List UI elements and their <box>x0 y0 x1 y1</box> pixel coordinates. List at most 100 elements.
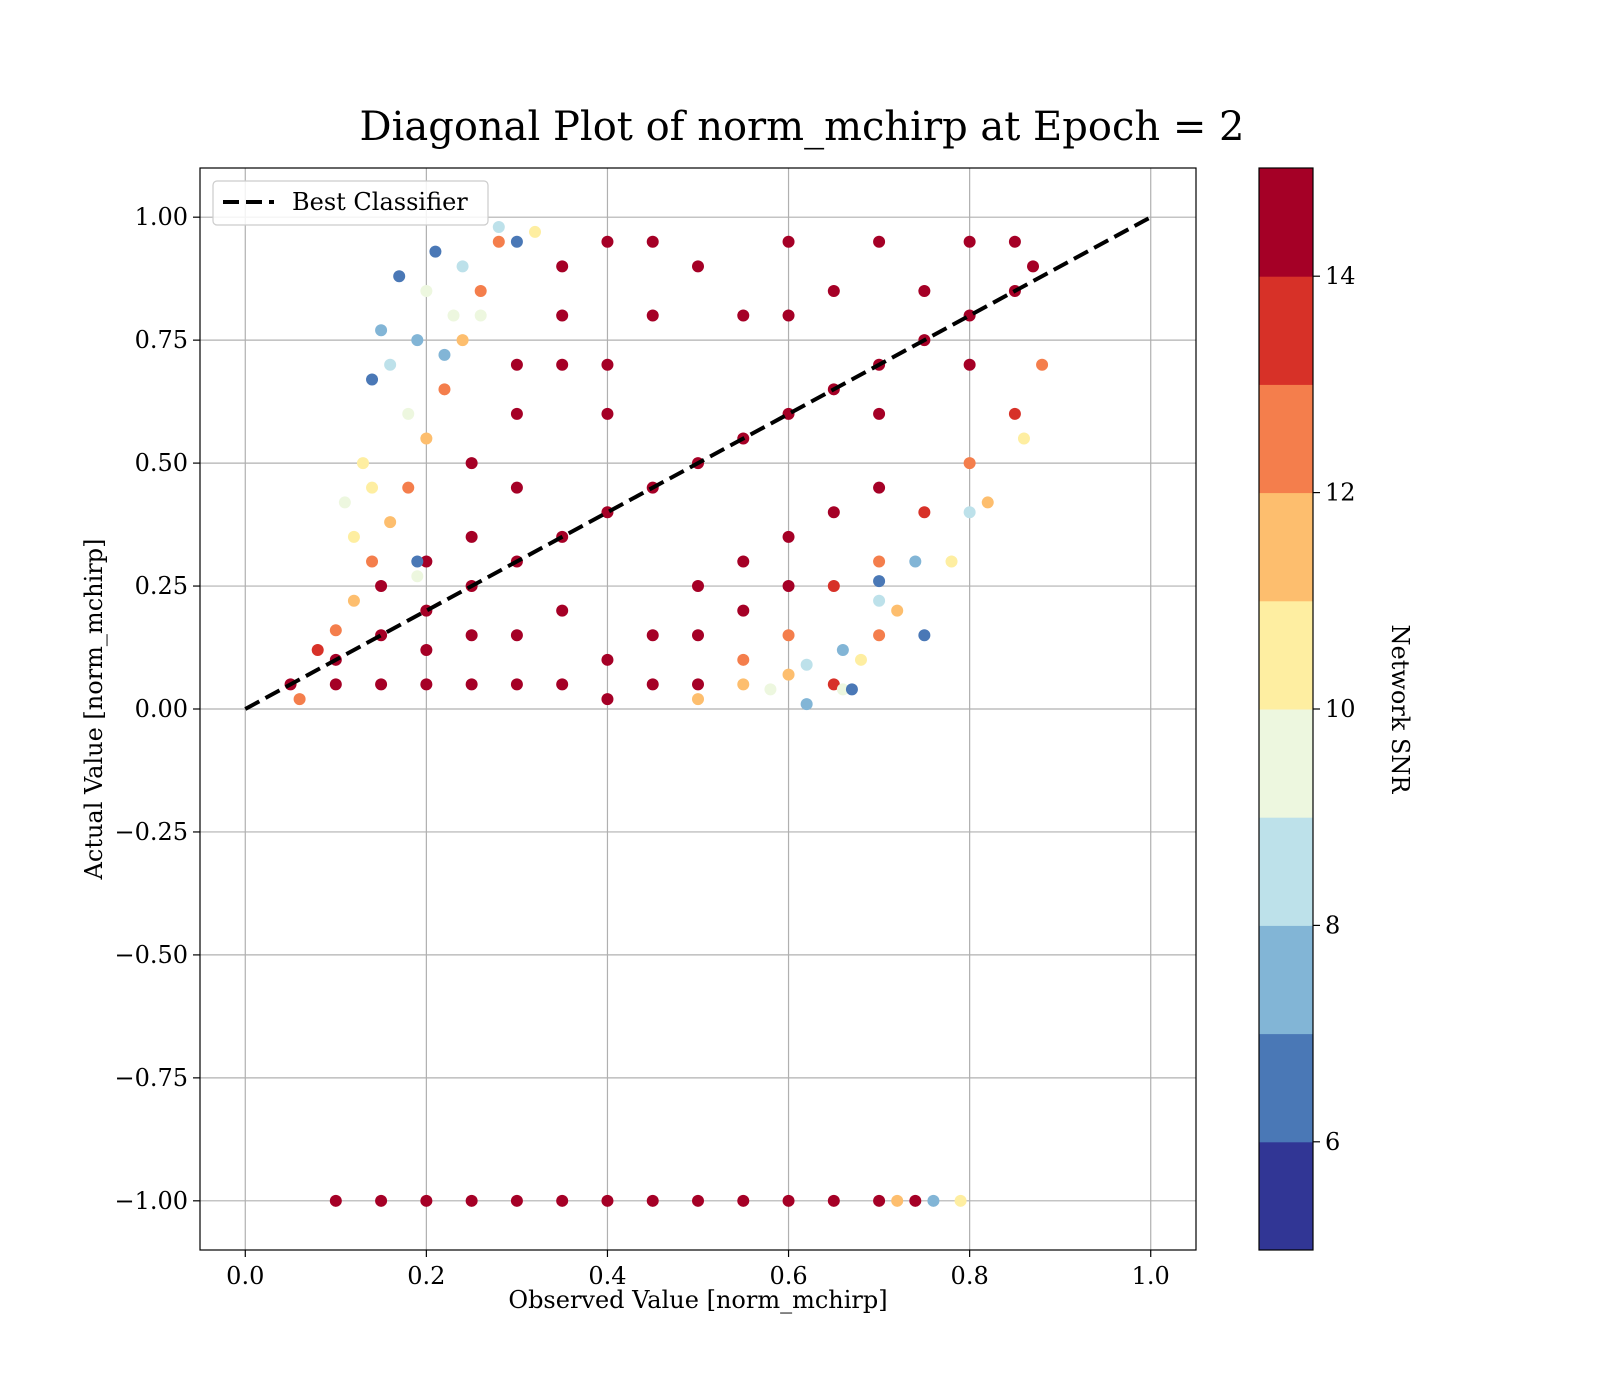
scatter-point <box>963 235 976 248</box>
scatter-point <box>384 516 397 529</box>
scatter-point <box>692 629 704 642</box>
scatter-point <box>873 407 886 420</box>
scatter-point <box>420 678 433 691</box>
scatter-point <box>945 555 958 568</box>
scatter-point <box>366 373 379 386</box>
scatter-point <box>347 530 360 543</box>
y-axis-label: Actual Value [norm_mchirp] <box>80 539 108 881</box>
y-tick-label: 0.75 <box>135 326 188 354</box>
scatter-point <box>510 678 523 691</box>
scatter-point <box>873 481 886 494</box>
scatter-point <box>402 481 415 494</box>
colorbar-segment <box>1259 276 1313 385</box>
scatter-point <box>909 555 922 568</box>
scatter-point <box>737 678 750 691</box>
scatter-point <box>692 693 704 706</box>
scatter-point <box>692 580 704 593</box>
scatter-point <box>456 334 469 347</box>
scatter-point <box>737 309 750 322</box>
scatter-point <box>411 555 424 568</box>
scatter-point <box>492 235 505 248</box>
y-axis: 1.00 0.75 0.50 0.25 0.00 −0.25 −0.50 −0.75 −1.00 <box>114 203 200 1215</box>
colorbar-label: Network SNR <box>1386 625 1414 795</box>
scatter-point <box>329 1194 342 1207</box>
scatter-point <box>393 270 406 283</box>
legend: Best Classifier <box>212 180 489 226</box>
legend-label: Best Classifier <box>292 188 468 216</box>
scatter-point <box>411 334 424 347</box>
scatter-point <box>646 309 659 322</box>
scatter-point <box>465 678 478 691</box>
scatter-point <box>356 457 369 470</box>
scatter-point <box>845 683 858 696</box>
x-tick-label: 0.4 <box>588 1262 626 1290</box>
scatter-point <box>1036 358 1049 371</box>
scatter-point <box>510 629 523 642</box>
scatter-point <box>438 383 451 396</box>
colorbar-segment <box>1259 817 1313 926</box>
scatter-point <box>601 653 614 666</box>
scatter-point <box>954 1194 967 1207</box>
scatter-point <box>556 1194 569 1207</box>
scatter-point <box>420 432 433 445</box>
colorbar-segment <box>1259 1033 1313 1143</box>
scatter-point <box>836 643 849 656</box>
scatter-point <box>375 324 388 337</box>
x-tick-label: 0.2 <box>407 1262 445 1290</box>
scatter-point <box>782 1194 795 1207</box>
scatter-point <box>836 683 849 696</box>
scatter-point <box>782 629 795 642</box>
scatter-point <box>375 1194 388 1207</box>
scatter-point <box>646 629 659 642</box>
scatter-point <box>782 309 795 322</box>
scatter-point <box>311 643 324 656</box>
scatter-point <box>827 284 840 297</box>
scatter-point <box>510 1194 523 1207</box>
scatter-point <box>601 693 614 706</box>
scatter-point <box>420 643 433 656</box>
scatter-point <box>1008 235 1021 248</box>
colorbar-segment <box>1259 925 1313 1035</box>
x-tick-label: 0.8 <box>951 1262 989 1290</box>
scatter-point <box>529 225 542 238</box>
colorbar-tick-label: 10 <box>1325 695 1356 723</box>
x-tick-label: 0.6 <box>769 1262 807 1290</box>
scatter-point <box>556 358 569 371</box>
scatter-point <box>737 1194 750 1207</box>
scatter-point <box>601 407 614 420</box>
chart-title: Diagonal Plot of norm_mchirp at Epoch = … <box>360 104 1245 150</box>
scatter-point <box>646 1194 659 1207</box>
x-axis: 0.0 0.2 0.4 0.6 0.8 1.0 <box>226 1250 1170 1290</box>
scatter-point <box>827 506 840 519</box>
scatter-point <box>293 693 306 706</box>
scatter-point <box>873 235 886 248</box>
scatter-point <box>909 1194 922 1207</box>
scatter-point <box>474 309 487 322</box>
scatter-point <box>873 575 886 588</box>
x-tick-label: 0.0 <box>226 1262 264 1290</box>
scatter-point <box>474 284 487 297</box>
scatter-point <box>692 678 704 691</box>
scatter-point <box>601 358 614 371</box>
scatter-point <box>827 580 840 593</box>
scatter-point <box>646 678 659 691</box>
scatter-point <box>402 407 415 420</box>
scatter-point <box>963 358 976 371</box>
scatter-point <box>1008 407 1021 420</box>
scatter-point <box>601 235 614 248</box>
scatter-point <box>375 580 388 593</box>
scatter-point <box>646 235 659 248</box>
scatter-point <box>556 604 569 617</box>
scatter-point <box>800 698 813 711</box>
scatter-point <box>556 260 569 273</box>
colorbar-segment <box>1259 600 1313 710</box>
scatter-point <box>1017 432 1030 445</box>
scatter-point <box>963 506 976 519</box>
scatter-point <box>737 555 750 568</box>
colorbar-tick-label: 14 <box>1325 262 1356 290</box>
scatter-point <box>510 407 523 420</box>
best-classifier-line <box>244 215 1152 711</box>
scatter-point <box>329 678 342 691</box>
colorbar-segment <box>1259 492 1313 602</box>
